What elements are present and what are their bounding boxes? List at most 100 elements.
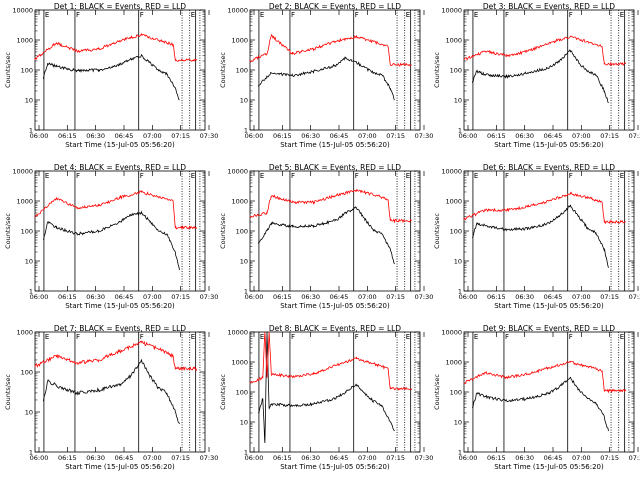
y-axis-label: Counts/sec bbox=[4, 213, 12, 249]
chart-panel-5: Det 5: BLACK = Events, RED = LLD Counts/s… bbox=[219, 163, 433, 310]
flag-label: E bbox=[620, 172, 624, 180]
y-tick-label: 100 bbox=[21, 228, 33, 236]
x-tick-label: 07:00 bbox=[143, 293, 162, 301]
lld-series-line bbox=[463, 191, 626, 225]
x-axis-label: Start Time (15-Jul-05 05:56:20) bbox=[65, 463, 175, 471]
y-tick-label: 1 bbox=[29, 127, 33, 135]
x-tick-label: 07:00 bbox=[358, 293, 377, 301]
x-tick-label: 06:15 bbox=[487, 293, 506, 301]
x-tick-label: 06:30 bbox=[515, 132, 534, 140]
plot-frame bbox=[463, 9, 635, 131]
y-tick-label: 1000 bbox=[445, 198, 462, 206]
chart-title: Det 2: BLACK = Events, RED = LLD bbox=[269, 2, 401, 11]
y-tick-label: 10 bbox=[454, 258, 462, 266]
x-tick-label: 07:30 bbox=[629, 454, 640, 462]
y-tick-label: 1 bbox=[29, 288, 33, 296]
flag-label: F bbox=[355, 333, 359, 341]
x-axis-label: Start Time (15-Jul-05 05:56:20) bbox=[494, 141, 604, 149]
x-tick-label: 06:15 bbox=[273, 132, 292, 140]
x-tick-label: 06:45 bbox=[544, 293, 563, 301]
chart-panel-2: Det 2: BLACK = Events, RED = LLD Counts/s… bbox=[219, 2, 433, 149]
x-tick-label: 07:15 bbox=[171, 132, 190, 140]
x-tick-label: 06:15 bbox=[58, 454, 77, 462]
x-tick-label: 07:15 bbox=[600, 293, 619, 301]
chart-title: Det 3: BLACK = Events, RED = LLD bbox=[483, 2, 615, 11]
lld-series-line bbox=[34, 190, 197, 231]
flag-label: E bbox=[474, 11, 478, 19]
x-tick-label: 06:45 bbox=[330, 293, 349, 301]
y-axis-label: Counts/sec bbox=[433, 52, 441, 88]
x-tick-label: 07:30 bbox=[415, 132, 434, 140]
x-tick-label: 07:15 bbox=[171, 293, 190, 301]
x-tick-label: 06:45 bbox=[544, 132, 563, 140]
x-tick-label: 07:30 bbox=[200, 132, 219, 140]
flag-label: F bbox=[505, 172, 509, 180]
x-tick-label: 06:00 bbox=[30, 293, 49, 301]
x-tick-label: 06:00 bbox=[459, 293, 478, 301]
y-tick-label: 10000 bbox=[227, 7, 248, 15]
flag-label: E bbox=[45, 11, 49, 19]
lld-series-line bbox=[34, 340, 197, 372]
flag-label: F bbox=[140, 333, 144, 341]
chart-panel-8: Det 8: BLACK = Events, RED = LLD Counts/s… bbox=[219, 324, 433, 471]
x-tick-label: 07:15 bbox=[386, 132, 405, 140]
lld-series-line bbox=[249, 331, 412, 391]
y-tick-label: 1 bbox=[29, 449, 33, 457]
x-tick-label: 07:30 bbox=[415, 293, 434, 301]
flag-label: F bbox=[505, 333, 509, 341]
flag-label: F bbox=[355, 11, 359, 19]
x-tick-label: 06:45 bbox=[330, 454, 349, 462]
x-tick-label: 07:00 bbox=[143, 132, 162, 140]
flag-label: F bbox=[140, 172, 144, 180]
x-tick-label: 06:30 bbox=[515, 454, 534, 462]
y-tick-label: 10000 bbox=[12, 168, 33, 176]
x-tick-label: 07:30 bbox=[200, 293, 219, 301]
flag-label: F bbox=[76, 11, 80, 19]
flag-label: E bbox=[45, 172, 49, 180]
x-tick-label: 06:15 bbox=[273, 454, 292, 462]
y-tick-label: 1 bbox=[244, 127, 248, 135]
chart-title: Det 9: BLACK = Events, RED = LLD bbox=[483, 324, 615, 333]
y-tick-label: 100 bbox=[236, 228, 248, 236]
y-tick-label: 1 bbox=[244, 449, 248, 457]
y-tick-label: 10000 bbox=[227, 329, 248, 337]
chart-title: Det 1: BLACK = Events, RED = LLD bbox=[54, 2, 186, 11]
flag-label: E bbox=[620, 333, 624, 341]
flag-label: E bbox=[260, 172, 264, 180]
y-tick-label: 100 bbox=[236, 67, 248, 75]
y-tick-label: 100 bbox=[450, 228, 462, 236]
chart-panel-6: Det 6: BLACK = Events, RED = LLD Counts/s… bbox=[433, 163, 640, 310]
x-tick-label: 07:00 bbox=[572, 293, 591, 301]
x-tick-label: 06:30 bbox=[86, 132, 105, 140]
x-tick-label: 07:00 bbox=[143, 454, 162, 462]
y-tick-label: 10 bbox=[25, 97, 33, 105]
x-tick-label: 06:15 bbox=[487, 454, 506, 462]
flag-label: E bbox=[406, 11, 410, 19]
y-tick-label: 1000 bbox=[445, 359, 462, 367]
flag-label: E bbox=[406, 333, 410, 341]
y-tick-label: 100 bbox=[450, 67, 462, 75]
x-tick-label: 06:30 bbox=[86, 293, 105, 301]
y-tick-label: 1000 bbox=[16, 37, 33, 45]
chart-panel-4: Det 4: BLACK = Events, RED = LLD Counts/s… bbox=[4, 163, 218, 310]
y-tick-label: 1 bbox=[244, 288, 248, 296]
y-tick-label: 1000 bbox=[231, 198, 248, 206]
x-tick-label: 06:15 bbox=[273, 293, 292, 301]
x-tick-label: 06:30 bbox=[301, 454, 320, 462]
x-tick-label: 06:00 bbox=[30, 132, 49, 140]
plot-frame bbox=[249, 9, 421, 131]
flag-label: E bbox=[260, 333, 264, 341]
y-tick-label: 10 bbox=[454, 97, 462, 105]
flag-label: E bbox=[620, 11, 624, 19]
x-tick-label: 06:15 bbox=[58, 293, 77, 301]
x-axis-label: Start Time (15-Jul-05 05:56:20) bbox=[65, 141, 175, 149]
events-series-line bbox=[472, 49, 609, 104]
y-tick-label: 1 bbox=[458, 449, 462, 457]
events-series-line bbox=[43, 358, 180, 425]
lld-series-line bbox=[249, 188, 412, 224]
flag-label: F bbox=[291, 172, 295, 180]
chart-title: Det 5: BLACK = Events, RED = LLD bbox=[269, 163, 401, 172]
events-series-line bbox=[472, 204, 609, 268]
y-tick-label: 1000 bbox=[231, 37, 248, 45]
y-axis-label: Counts/sec bbox=[4, 374, 12, 410]
